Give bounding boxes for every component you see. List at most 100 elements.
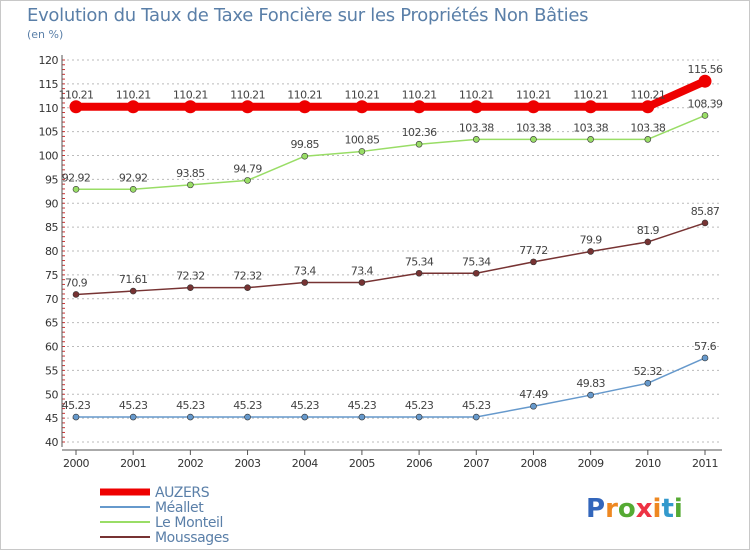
data-label: 100.85 xyxy=(344,133,379,146)
y-tick-label: 55 xyxy=(45,364,58,377)
data-label: 99.85 xyxy=(290,138,319,151)
data-label: 81.9 xyxy=(637,224,660,237)
data-point xyxy=(72,413,80,421)
data-label: 57.6 xyxy=(694,340,717,353)
data-point xyxy=(187,413,194,421)
legend-label: Le Monteil xyxy=(155,515,223,531)
data-point xyxy=(244,177,251,184)
data-point xyxy=(241,100,255,114)
data-label: 70.9 xyxy=(65,276,88,289)
x-tick-label: 2007 xyxy=(463,457,489,470)
data-point xyxy=(69,100,83,114)
data-label: 92.92 xyxy=(62,171,91,184)
data-point xyxy=(530,136,537,143)
data-point xyxy=(530,402,537,410)
data-point xyxy=(472,269,480,277)
data-point xyxy=(530,258,537,266)
data-label: 77.72 xyxy=(519,244,548,257)
data-point xyxy=(72,291,80,298)
y-tick-label: 110 xyxy=(39,102,59,115)
logo-letter: i xyxy=(653,494,662,524)
x-tick-label: 2001 xyxy=(120,457,146,470)
data-label: 75.34 xyxy=(462,255,491,268)
data-label: 73.4 xyxy=(351,265,374,278)
data-point xyxy=(644,136,652,143)
data-label: 73.4 xyxy=(294,265,317,278)
data-label: 85.87 xyxy=(691,205,720,218)
data-point xyxy=(701,112,709,119)
data-label: 110.21 xyxy=(344,89,379,102)
data-point xyxy=(126,100,140,114)
data-label: 103.38 xyxy=(573,121,608,134)
series-points xyxy=(69,74,712,421)
y-tick-label: 70 xyxy=(45,293,58,306)
data-label: 103.38 xyxy=(630,121,665,134)
x-tick-label: 2005 xyxy=(349,457,375,470)
x-tick-label: 2008 xyxy=(520,457,546,470)
series-line-1 xyxy=(75,357,706,418)
x-tick-label: 2011 xyxy=(692,457,718,470)
logo-letter: r xyxy=(605,494,618,524)
data-point xyxy=(587,248,594,255)
data-label: 71.61 xyxy=(119,273,148,286)
x-tick-label: 2002 xyxy=(177,457,203,470)
y-tick-label: 65 xyxy=(45,317,58,330)
data-label: 45.23 xyxy=(348,399,377,412)
legend-label: Méallet xyxy=(155,500,204,516)
logo-letter: i xyxy=(674,494,683,524)
series-line-0 xyxy=(72,77,709,111)
x-tick-label: 2000 xyxy=(63,457,89,470)
data-label: 45.23 xyxy=(62,399,91,412)
logo-text: ProxitiProx iti xyxy=(586,494,683,524)
data-point xyxy=(129,413,137,421)
data-point xyxy=(415,140,423,148)
grid xyxy=(62,59,720,443)
data-label: 45.23 xyxy=(405,399,434,412)
data-point xyxy=(187,284,194,291)
data-point xyxy=(183,100,197,114)
data-label: 45.23 xyxy=(290,399,319,412)
y-tick-label: 90 xyxy=(45,197,58,210)
y-tick-label: 120 xyxy=(39,54,59,67)
y-tick-label: 40 xyxy=(45,436,58,449)
data-point xyxy=(129,287,137,295)
data-label: 79.9 xyxy=(580,233,603,246)
y-tick-label: 95 xyxy=(45,173,58,186)
data-point xyxy=(358,279,366,286)
data-label: 93.85 xyxy=(176,167,205,180)
y-tick-label: 115 xyxy=(39,78,59,91)
x-tick-label: 2010 xyxy=(635,457,661,470)
data-label: 110.21 xyxy=(116,89,151,102)
data-point xyxy=(584,100,598,114)
y-tick-label: 105 xyxy=(39,126,59,139)
data-label: 75.34 xyxy=(405,255,434,268)
y-tick-label: 45 xyxy=(45,412,58,425)
logo-letter: P xyxy=(586,494,605,524)
data-label: 110.21 xyxy=(402,89,437,102)
chart-title: Evolution du Taux de Taxe Foncière sur l… xyxy=(27,5,589,26)
logo-letter: t xyxy=(661,494,673,524)
x-tick-label: 2003 xyxy=(235,457,261,470)
data-point xyxy=(641,100,655,114)
x-tick-labels: 2000 2001 2002 2003 2004 2005 2006 2007 2008 2009… xyxy=(63,457,719,470)
logo-letter: o xyxy=(618,494,636,524)
series-line-3 xyxy=(75,222,706,296)
series-lines xyxy=(72,77,709,418)
data-label: 110.21 xyxy=(459,89,494,102)
y-tick-label: 60 xyxy=(45,341,58,354)
legend-label: Moussages xyxy=(155,530,229,546)
data-point xyxy=(358,148,366,155)
y-tick-label: 85 xyxy=(45,221,58,234)
data-point xyxy=(72,186,80,193)
data-point xyxy=(644,238,652,246)
data-label: 49.83 xyxy=(576,377,605,390)
data-point xyxy=(358,413,366,421)
x-tick-label: 2009 xyxy=(578,457,604,470)
data-point xyxy=(701,219,709,227)
data-point xyxy=(415,413,423,421)
data-label: 110.21 xyxy=(630,89,665,102)
data-point xyxy=(187,181,194,189)
data-point xyxy=(472,413,480,421)
